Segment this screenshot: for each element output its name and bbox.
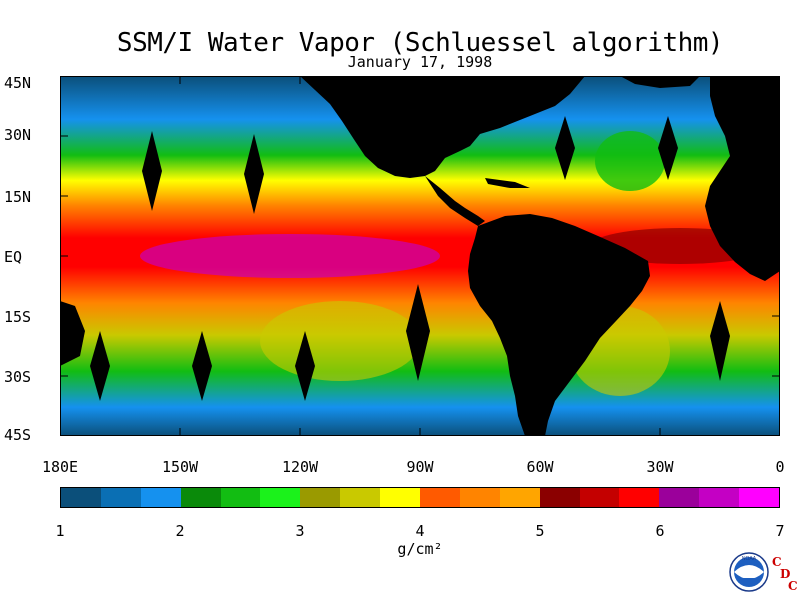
colorbar-label-3: 3 bbox=[295, 522, 305, 540]
north-america-land bbox=[300, 76, 585, 178]
cuba-land bbox=[485, 178, 530, 188]
colorbar-swatch-5 bbox=[220, 488, 261, 507]
colorbar-unit: g/cm² bbox=[397, 540, 443, 558]
water-vapor-map bbox=[60, 76, 780, 436]
latitude-label-15s: 15S bbox=[4, 308, 32, 326]
colorbar-swatch-3 bbox=[140, 488, 181, 507]
longitude-ticks bbox=[60, 76, 661, 436]
central-america-land bbox=[425, 176, 485, 226]
colorbar-label-5: 5 bbox=[535, 522, 545, 540]
colorbar-swatch-6 bbox=[260, 488, 301, 507]
south-america-land bbox=[468, 214, 650, 436]
longitude-label-120w: 120W bbox=[281, 458, 319, 476]
colorbar-swatch-13 bbox=[539, 488, 580, 507]
longitude-label-60w: 60W bbox=[526, 458, 554, 476]
colorbar-label-6: 6 bbox=[655, 522, 665, 540]
cdc-letter-d: D bbox=[780, 567, 791, 581]
longitude-label-90w: 90W bbox=[406, 458, 434, 476]
colorbar bbox=[60, 487, 780, 508]
swath-gap-5 bbox=[90, 331, 110, 401]
swath-gap-4 bbox=[658, 116, 678, 180]
latitude-ticks bbox=[60, 76, 780, 436]
colorbar-swatch-8 bbox=[340, 488, 381, 507]
latitude-label-eq: EQ bbox=[4, 248, 23, 266]
cdc-letter-c2: C bbox=[788, 579, 798, 593]
cdc-logo: C D C bbox=[770, 553, 800, 593]
colorbar-swatch-9 bbox=[380, 488, 421, 507]
vapor-band-south-pacific bbox=[260, 301, 420, 381]
noaa-logo-text: NOAA bbox=[742, 556, 757, 562]
colorbar-swatch-10 bbox=[420, 488, 460, 507]
australia-edge-land bbox=[60, 301, 85, 366]
longitude-label-30w: 30W bbox=[646, 458, 674, 476]
colorbar-swatch-7 bbox=[300, 488, 341, 507]
colorbar-swatch-4 bbox=[180, 488, 221, 507]
colorbar-label-4: 4 bbox=[415, 522, 425, 540]
colorbar-swatch-16 bbox=[659, 488, 700, 507]
longitude-label-180e: 180E bbox=[41, 458, 79, 476]
colorbar-swatch-15 bbox=[619, 488, 660, 507]
map-title: SSM/I Water Vapor (Schluessel algorithm) bbox=[116, 28, 724, 58]
noaa-logo-icon: NOAA bbox=[729, 552, 769, 592]
colorbar-swatch-2 bbox=[100, 488, 141, 507]
colorbar-swatch-17 bbox=[699, 488, 740, 507]
colorbar-label-7: 7 bbox=[775, 522, 785, 540]
vapor-maximum-pacific bbox=[140, 234, 440, 278]
latitude-label-45n: 45N bbox=[4, 74, 32, 92]
map-date: January 17, 1998 bbox=[347, 53, 493, 71]
swath-gap-8 bbox=[406, 284, 430, 381]
colorbar-label-1: 1 bbox=[55, 522, 65, 540]
colorbar-swatch-11 bbox=[459, 488, 500, 507]
africa-land bbox=[705, 76, 780, 281]
swath-gap-3 bbox=[555, 116, 575, 180]
longitude-label-150w: 150W bbox=[161, 458, 199, 476]
latitude-label-45s: 45S bbox=[4, 426, 32, 444]
swath-gap-7 bbox=[295, 331, 315, 401]
latitude-label-30n: 30N bbox=[4, 126, 32, 144]
colorbar-swatch-1 bbox=[61, 488, 101, 507]
swath-gap-6 bbox=[192, 331, 212, 401]
latitude-label-15n: 15N bbox=[4, 188, 32, 206]
colorbar-swatch-18 bbox=[739, 488, 780, 507]
colorbar-swatch-12 bbox=[499, 488, 540, 507]
swath-gap-1 bbox=[142, 131, 162, 211]
colorbar-label-2: 2 bbox=[175, 522, 185, 540]
colorbar-swatch-14 bbox=[579, 488, 620, 507]
map-border bbox=[60, 76, 780, 436]
swath-gap-9 bbox=[710, 301, 730, 381]
cdc-letter-c1: C bbox=[772, 555, 782, 569]
latitude-label-30s: 30S bbox=[4, 368, 32, 386]
swath-gap-2 bbox=[244, 134, 264, 214]
vapor-swirl-atlantic bbox=[595, 131, 665, 191]
longitude-label-0: 0 bbox=[775, 458, 785, 476]
